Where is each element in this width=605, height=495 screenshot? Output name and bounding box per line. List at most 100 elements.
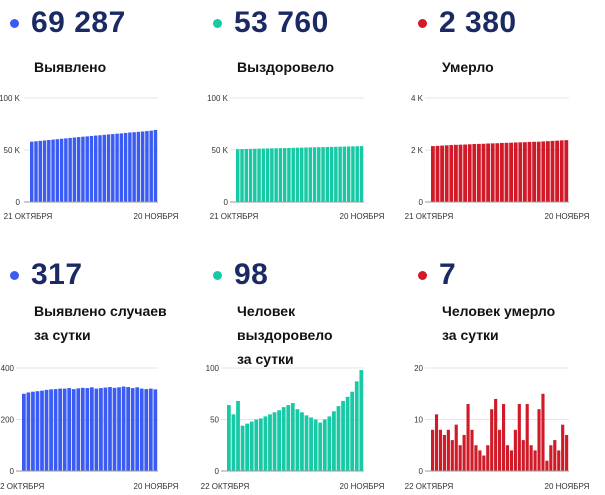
bar (470, 429, 474, 471)
bar (123, 132, 128, 202)
bar (26, 392, 31, 471)
bar (345, 396, 350, 471)
bar (240, 425, 245, 471)
bar (240, 149, 244, 202)
bar (546, 141, 550, 202)
bar (49, 389, 53, 471)
bar (550, 140, 555, 202)
bar (130, 388, 135, 471)
bar (329, 146, 334, 202)
bar (99, 388, 103, 471)
bar (338, 146, 342, 202)
stat-label: Умерло (442, 55, 494, 79)
bar (47, 140, 51, 202)
bar (287, 147, 291, 202)
bar (517, 404, 521, 471)
bar (261, 148, 266, 202)
bar (76, 137, 81, 202)
bar (555, 140, 559, 202)
bar (153, 389, 158, 471)
stat-label-line: за сутки (34, 327, 91, 343)
bullet-dot-icon (10, 270, 19, 280)
bar (22, 393, 26, 471)
bar (486, 445, 490, 471)
bar (322, 419, 327, 471)
bar (149, 130, 153, 202)
bar (321, 147, 325, 202)
bar (359, 370, 364, 471)
bar (274, 148, 278, 202)
bar (136, 131, 141, 202)
bar (300, 412, 304, 471)
bar (509, 450, 513, 471)
bar (458, 144, 463, 202)
x-tick-label: 22 ОКТЯБРЯ (0, 482, 45, 491)
bar (477, 143, 481, 202)
bar (270, 148, 274, 202)
bar (103, 387, 108, 471)
bar (94, 388, 99, 471)
x-tick-label: 21 ОКТЯБРЯ (210, 212, 259, 221)
bar (263, 416, 268, 471)
bar (494, 398, 498, 471)
bar (55, 139, 60, 202)
bar (35, 391, 40, 471)
bar (564, 140, 569, 202)
stat-header: 7 (418, 258, 456, 292)
bar (500, 142, 504, 202)
bar (121, 386, 126, 471)
stat-header: 98 (213, 258, 268, 292)
y-tick-label: 0 (16, 198, 21, 207)
bar (501, 404, 506, 471)
y-tick-label: 400 (1, 364, 15, 373)
bar (80, 387, 85, 471)
y-tick-label: 4 K (411, 94, 424, 103)
bar (139, 388, 144, 471)
bar (67, 388, 72, 471)
bar (281, 407, 286, 471)
stat-label-line: Умерло (442, 59, 494, 75)
bar (454, 424, 458, 471)
bar (354, 381, 359, 471)
bar (541, 393, 545, 471)
bar (342, 146, 347, 202)
x-tick-label: 20 НОЯБРЯ (545, 212, 590, 221)
bar (431, 429, 435, 471)
bar (472, 144, 477, 202)
bar (541, 141, 546, 202)
bullet-dot-icon (418, 270, 427, 280)
bar (62, 388, 67, 471)
stat-label: Выявлено (34, 55, 106, 79)
bar (249, 421, 254, 471)
bar (444, 145, 449, 202)
bar (126, 387, 130, 471)
bar (438, 429, 443, 471)
bar (346, 146, 351, 202)
bar (509, 142, 513, 202)
bar (525, 404, 529, 471)
bar (498, 429, 502, 471)
bar (359, 146, 364, 202)
bar (309, 417, 313, 471)
bar (128, 132, 132, 202)
y-tick-label: 0 (419, 198, 424, 207)
bar (557, 450, 561, 471)
bar (295, 147, 300, 202)
bullet-dot-icon (418, 18, 427, 28)
bar (265, 148, 270, 202)
bar (53, 389, 58, 471)
bar (442, 434, 446, 471)
bar (44, 389, 49, 471)
bar (449, 145, 454, 202)
stat-value: 53 760 (234, 6, 329, 39)
bar (248, 148, 253, 202)
stat-label-line: за сутки (237, 351, 294, 367)
bar (474, 445, 478, 471)
x-tick-label: 21 ОКТЯБРЯ (4, 212, 53, 221)
bar (290, 403, 295, 471)
bar (227, 405, 231, 471)
stat-value: 2 380 (439, 6, 517, 39)
stat-panel-died-daily: 7 Человек умерло за сутки (418, 258, 588, 488)
bar (317, 147, 321, 202)
